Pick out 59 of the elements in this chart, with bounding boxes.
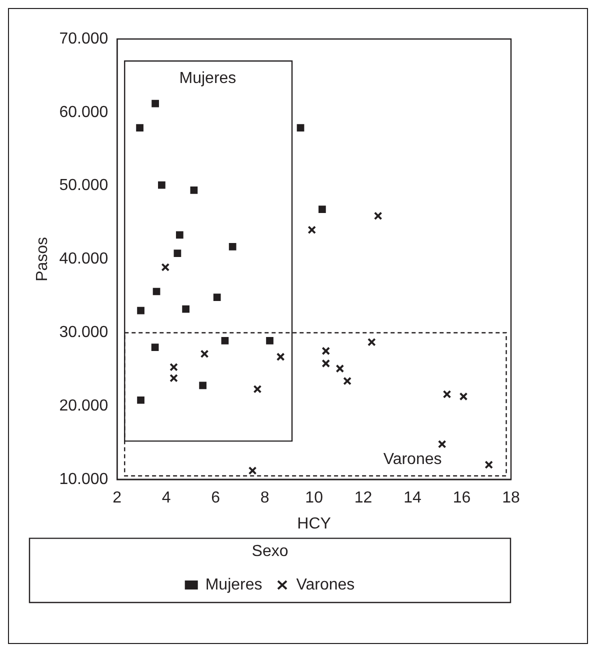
- y-tick-label: 10.000: [59, 470, 108, 488]
- point: [228, 243, 236, 250]
- point: [137, 396, 144, 404]
- point: [137, 306, 144, 314]
- point: [182, 305, 190, 313]
- y-axis-title: Pasos: [34, 236, 52, 282]
- legend-label: Mujeres: [205, 576, 262, 594]
- x-tick-label: 16: [452, 489, 471, 506]
- point: [442, 390, 452, 398]
- point: [152, 100, 159, 108]
- point: [318, 206, 326, 213]
- x-axis-title: HCY: [297, 516, 332, 533]
- point: [170, 374, 178, 382]
- x-tick-label: 10: [305, 489, 324, 506]
- x-tick-label: 12: [354, 489, 372, 506]
- legend-label: Varones: [296, 576, 355, 594]
- point: [176, 231, 184, 239]
- point: [438, 440, 446, 448]
- y-tick-label: 30.000: [59, 324, 108, 342]
- point: [213, 294, 221, 302]
- point: [200, 350, 209, 358]
- point: [308, 226, 316, 234]
- point: [296, 124, 304, 132]
- x-tick-label: 2: [112, 489, 122, 506]
- point: [253, 384, 262, 394]
- point: [221, 336, 229, 344]
- y-tick-label: 50.000: [59, 177, 108, 194]
- point: [459, 392, 468, 401]
- point: [174, 250, 182, 258]
- point: [248, 466, 257, 475]
- point: [336, 364, 344, 373]
- point: [152, 288, 160, 296]
- x-tick-label: 8: [260, 489, 270, 506]
- y-tick-label: 20.000: [59, 397, 108, 414]
- point: [322, 346, 330, 356]
- annotation: Mujeres: [179, 70, 236, 88]
- x-tick-label: 14: [404, 489, 422, 506]
- point: [158, 181, 166, 189]
- point: [161, 263, 170, 272]
- point: [170, 362, 178, 372]
- point: [343, 376, 352, 386]
- point: [322, 359, 330, 368]
- point: [190, 186, 198, 194]
- x-tick-label: 4: [162, 489, 171, 506]
- annotation: Varones: [383, 450, 442, 468]
- point: [484, 460, 494, 469]
- point: [266, 336, 274, 344]
- y-tick-label: 70.000: [59, 30, 108, 48]
- point: [276, 352, 285, 362]
- point: [367, 338, 376, 346]
- x-tick-label: 18: [502, 489, 520, 506]
- point: [199, 382, 206, 390]
- y-tick-label: 40.000: [59, 250, 108, 268]
- x-tick-label: 6: [211, 489, 220, 506]
- y-tick-label: 60.000: [59, 104, 108, 121]
- point: [374, 212, 382, 220]
- point: [136, 124, 144, 132]
- point: [151, 344, 159, 351]
- legend-title: Sexo: [252, 543, 288, 560]
